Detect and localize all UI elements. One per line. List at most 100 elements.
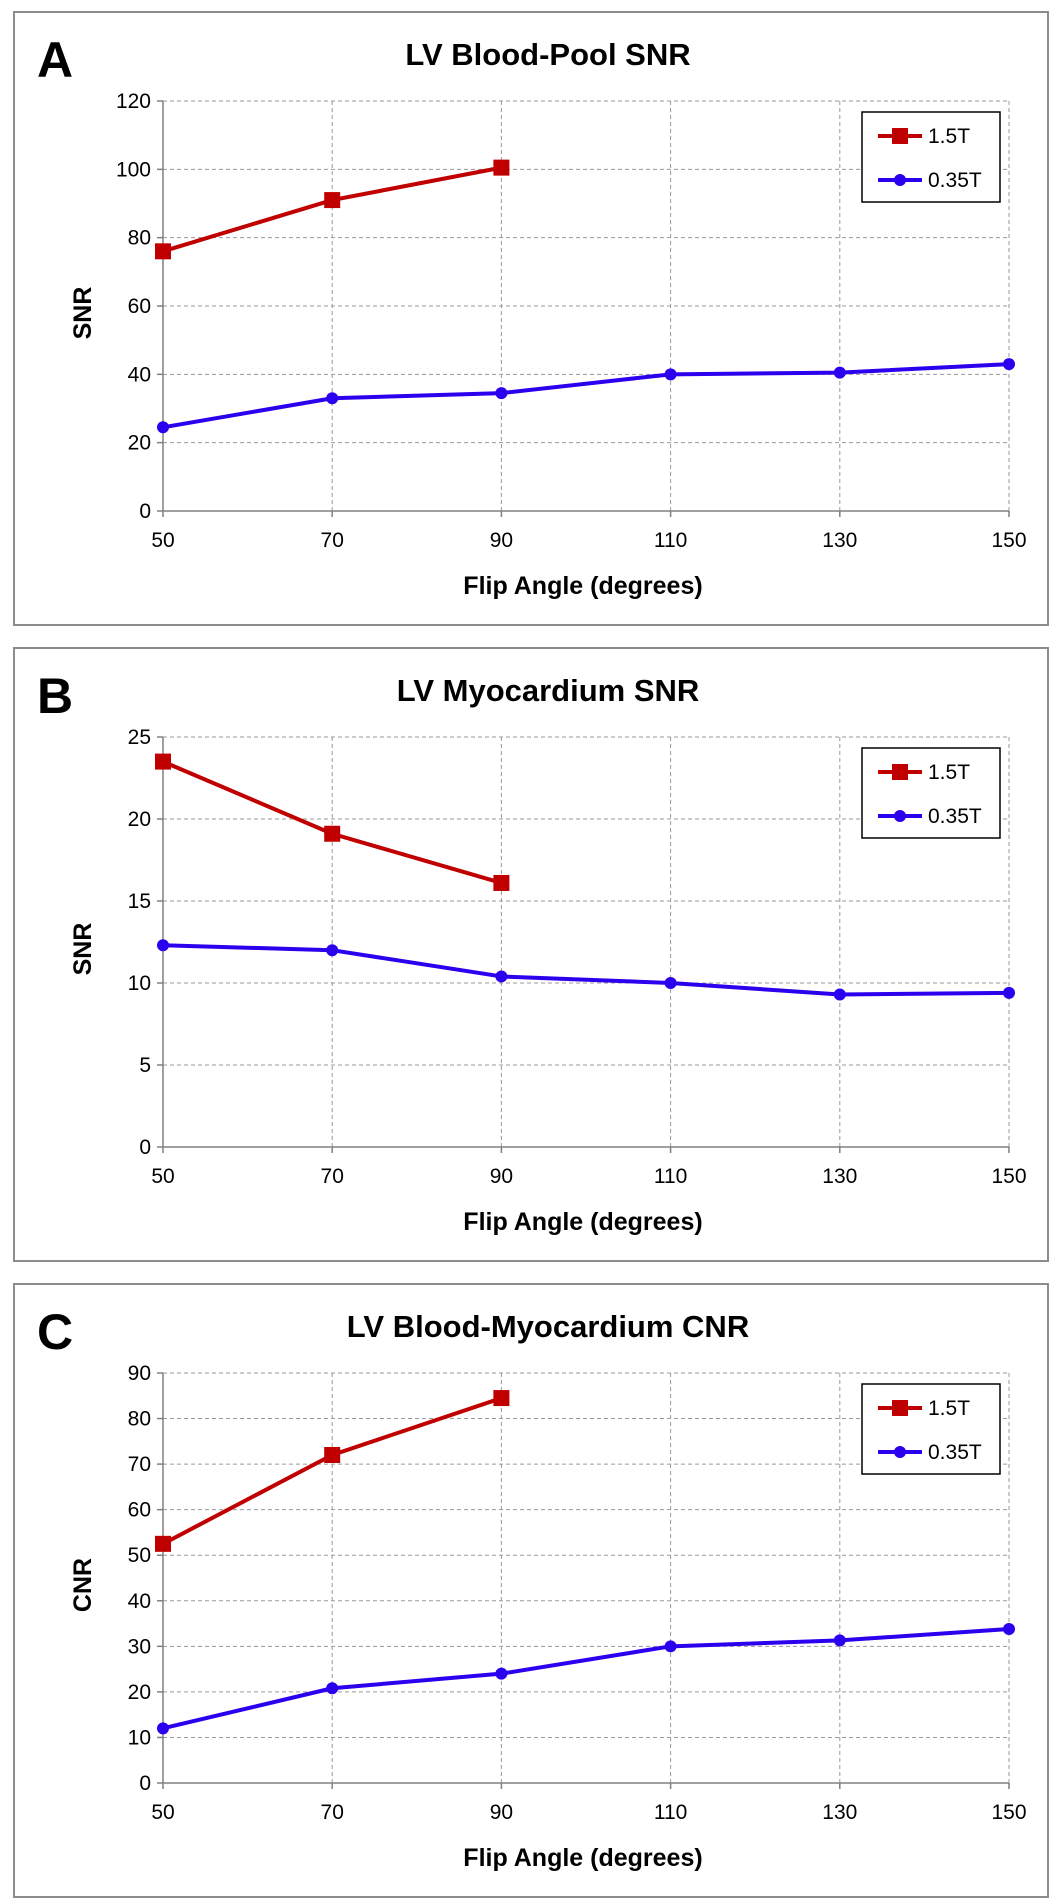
- data-point-square: [155, 753, 171, 770]
- data-point-circle: [664, 1640, 677, 1653]
- y-tick-label: 30: [128, 1635, 151, 1658]
- y-tick-label: 20: [128, 808, 151, 831]
- data-point-square: [324, 192, 341, 209]
- y-tick-label: 90: [128, 1362, 151, 1385]
- y-tick-label: 25: [128, 726, 151, 749]
- data-point-circle: [664, 368, 677, 381]
- data-point-circle: [833, 366, 846, 379]
- panel-letter: A: [37, 32, 74, 88]
- y-tick-label: 15: [128, 890, 151, 913]
- legend-label: 1.5T: [928, 761, 970, 784]
- y-tick-label: 0: [139, 1772, 151, 1795]
- legend-box: [861, 111, 1001, 203]
- legend: 1.5T 0.35T: [861, 747, 1001, 839]
- x-tick-label: 70: [321, 1165, 344, 1188]
- panel-letter: B: [37, 668, 74, 724]
- plot-area: 0 20 40 60 80 100 120 50 70 90 110 130 150 1.5T 0.35T: [116, 90, 1027, 552]
- legend-marker-circle: [894, 810, 906, 822]
- plot-area: 0 5 10 15 20 25 50 70 90 110 130 150 1.5T 0.35T: [128, 726, 1027, 1188]
- legend-marker-square: [892, 128, 908, 144]
- legend-marker-square: [892, 764, 908, 780]
- x-tick-label: 70: [321, 529, 344, 552]
- x-axis-label: Flip Angle (degrees): [463, 1844, 702, 1872]
- x-tick-label: 150: [991, 529, 1026, 552]
- series-line-0.35T: [162, 1627, 1010, 1731]
- y-tick-label: 60: [128, 295, 151, 318]
- x-tick-label: 150: [991, 1801, 1026, 1824]
- y-tick-label: 20: [128, 432, 151, 455]
- panel-letter: C: [37, 1304, 74, 1360]
- x-tick-label: 90: [490, 1165, 513, 1188]
- y-tick-label: 40: [128, 1590, 151, 1613]
- data-point-square: [493, 1390, 510, 1407]
- x-axis-label: Flip Angle (degrees): [463, 572, 702, 600]
- data-point-square: [324, 825, 341, 842]
- data-point-circle: [326, 1682, 339, 1695]
- x-tick-label: 130: [822, 1165, 857, 1188]
- data-point-circle: [157, 1722, 169, 1735]
- legend-marker-square: [892, 1400, 908, 1416]
- y-tick-label: 10: [128, 972, 151, 995]
- x-tick-label: 50: [151, 1165, 174, 1188]
- y-tick-label: 40: [128, 363, 151, 386]
- chart-panel-b: B LV Myocardium SNR Flip Angle (degrees)…: [13, 647, 1049, 1262]
- data-point-square: [155, 1535, 171, 1552]
- data-point-circle: [495, 970, 508, 983]
- chart-title: LV Myocardium SNR: [397, 673, 700, 708]
- y-tick-label: 60: [128, 1499, 151, 1522]
- data-point-circle: [326, 944, 339, 957]
- chart-panel-a: A LV Blood-Pool SNR Flip Angle (degrees)…: [13, 11, 1049, 626]
- x-tick-label: 110: [654, 529, 687, 552]
- data-point-circle: [157, 421, 169, 434]
- y-tick-label: 10: [128, 1726, 151, 1749]
- chart-svg: LV Blood-Myocardium CNR Flip Angle (degr…: [69, 1309, 1027, 1872]
- chart-svg: LV Blood-Pool SNR Flip Angle (degrees) S…: [69, 37, 1027, 600]
- x-tick-label: 50: [151, 529, 174, 552]
- data-point-circle: [157, 939, 169, 952]
- plot-area: 0 10 20 30 40 50 60 70 80 90 50 70 90 110 130 150 1.5T 0.…: [128, 1362, 1027, 1824]
- legend-box: [861, 747, 1001, 839]
- data-point-circle: [664, 977, 677, 989]
- chart-svg: LV Myocardium SNR Flip Angle (degrees) S…: [69, 673, 1027, 1236]
- y-tick-label: 50: [128, 1544, 151, 1567]
- x-tick-label: 90: [490, 529, 513, 552]
- legend: 1.5T 0.35T: [861, 1383, 1001, 1475]
- legend-marker-circle: [894, 174, 906, 186]
- legend-label: 0.35T: [928, 1441, 982, 1464]
- data-point-circle: [1003, 1623, 1015, 1636]
- data-point-circle: [495, 387, 508, 400]
- data-point-circle: [326, 392, 339, 405]
- data-point-square: [324, 1447, 341, 1463]
- data-point-circle: [833, 1634, 846, 1647]
- data-point-circle: [833, 988, 846, 1001]
- y-tick-label: 80: [128, 1408, 151, 1431]
- legend-label: 1.5T: [928, 1397, 970, 1420]
- data-point-circle: [1003, 358, 1015, 371]
- chart-title: LV Blood-Myocardium CNR: [347, 1309, 749, 1344]
- legend-label: 0.35T: [928, 169, 982, 192]
- y-axis-label: SNR: [69, 287, 97, 340]
- legend-box: [861, 1383, 1001, 1475]
- x-tick-label: 150: [991, 1165, 1026, 1188]
- series-line-0.35T: [162, 943, 1010, 997]
- x-tick-label: 110: [654, 1801, 687, 1824]
- y-tick-label: 5: [139, 1054, 151, 1077]
- data-point-square: [155, 243, 171, 260]
- x-tick-label: 50: [151, 1801, 174, 1824]
- y-tick-label: 0: [139, 1136, 151, 1159]
- x-axis-label: Flip Angle (degrees): [463, 1208, 702, 1236]
- x-tick-label: 110: [654, 1165, 687, 1188]
- data-point-circle: [495, 1667, 508, 1680]
- series-line-0.35T: [162, 362, 1010, 430]
- y-tick-label: 80: [128, 227, 151, 250]
- y-axis-label: SNR: [69, 923, 97, 976]
- chart-title: LV Blood-Pool SNR: [405, 37, 690, 72]
- data-point-square: [493, 159, 510, 176]
- data-point-circle: [1003, 986, 1015, 999]
- data-point-square: [493, 874, 510, 891]
- y-tick-label: 70: [128, 1453, 151, 1476]
- x-tick-label: 130: [822, 529, 857, 552]
- y-axis-label: CNR: [69, 1558, 97, 1612]
- chart-panel-c: C LV Blood-Myocardium CNR Flip Angle (de…: [13, 1283, 1049, 1898]
- y-tick-label: 0: [139, 500, 151, 523]
